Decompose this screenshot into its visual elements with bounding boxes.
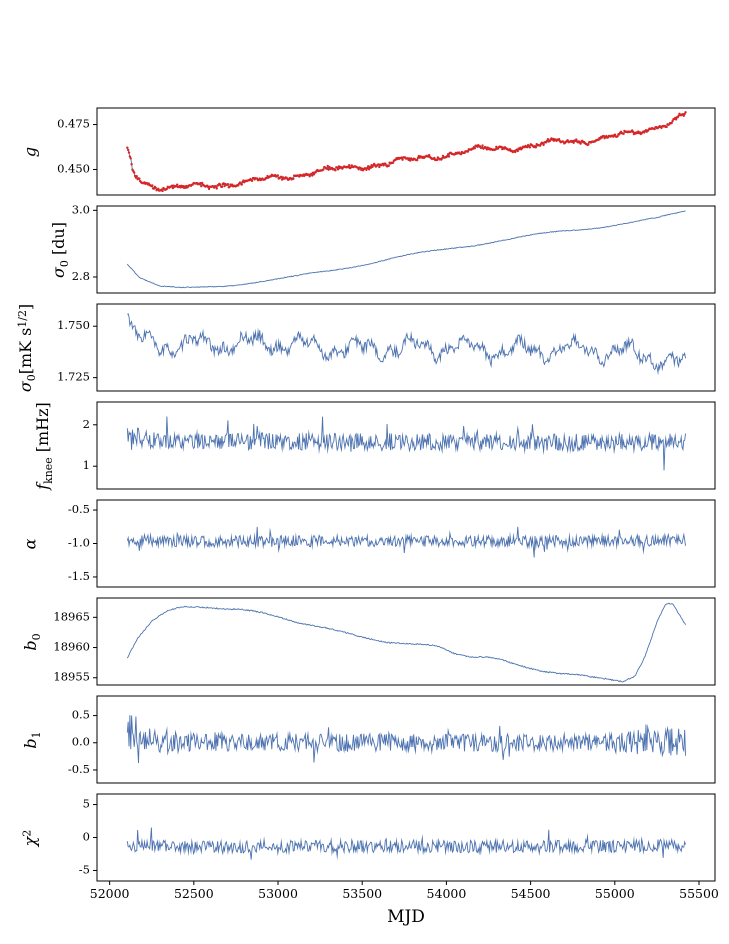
y-axis-label-sigma0-mK: σ0[mK s1/2] (16, 303, 38, 392)
y-axis-label-b0: b0 (21, 632, 43, 651)
y-axis-label-g: g (20, 146, 40, 157)
y-axis-label-fknee: fknee [mHz] (33, 401, 55, 490)
y-axis-label-alpha: α (20, 538, 40, 549)
y-axis-label-sigma0-du: σ0 [du] (49, 221, 71, 278)
y-axis-label-b1: b1 (21, 730, 43, 749)
y-axis-label-chi2: χ2 (20, 829, 40, 846)
